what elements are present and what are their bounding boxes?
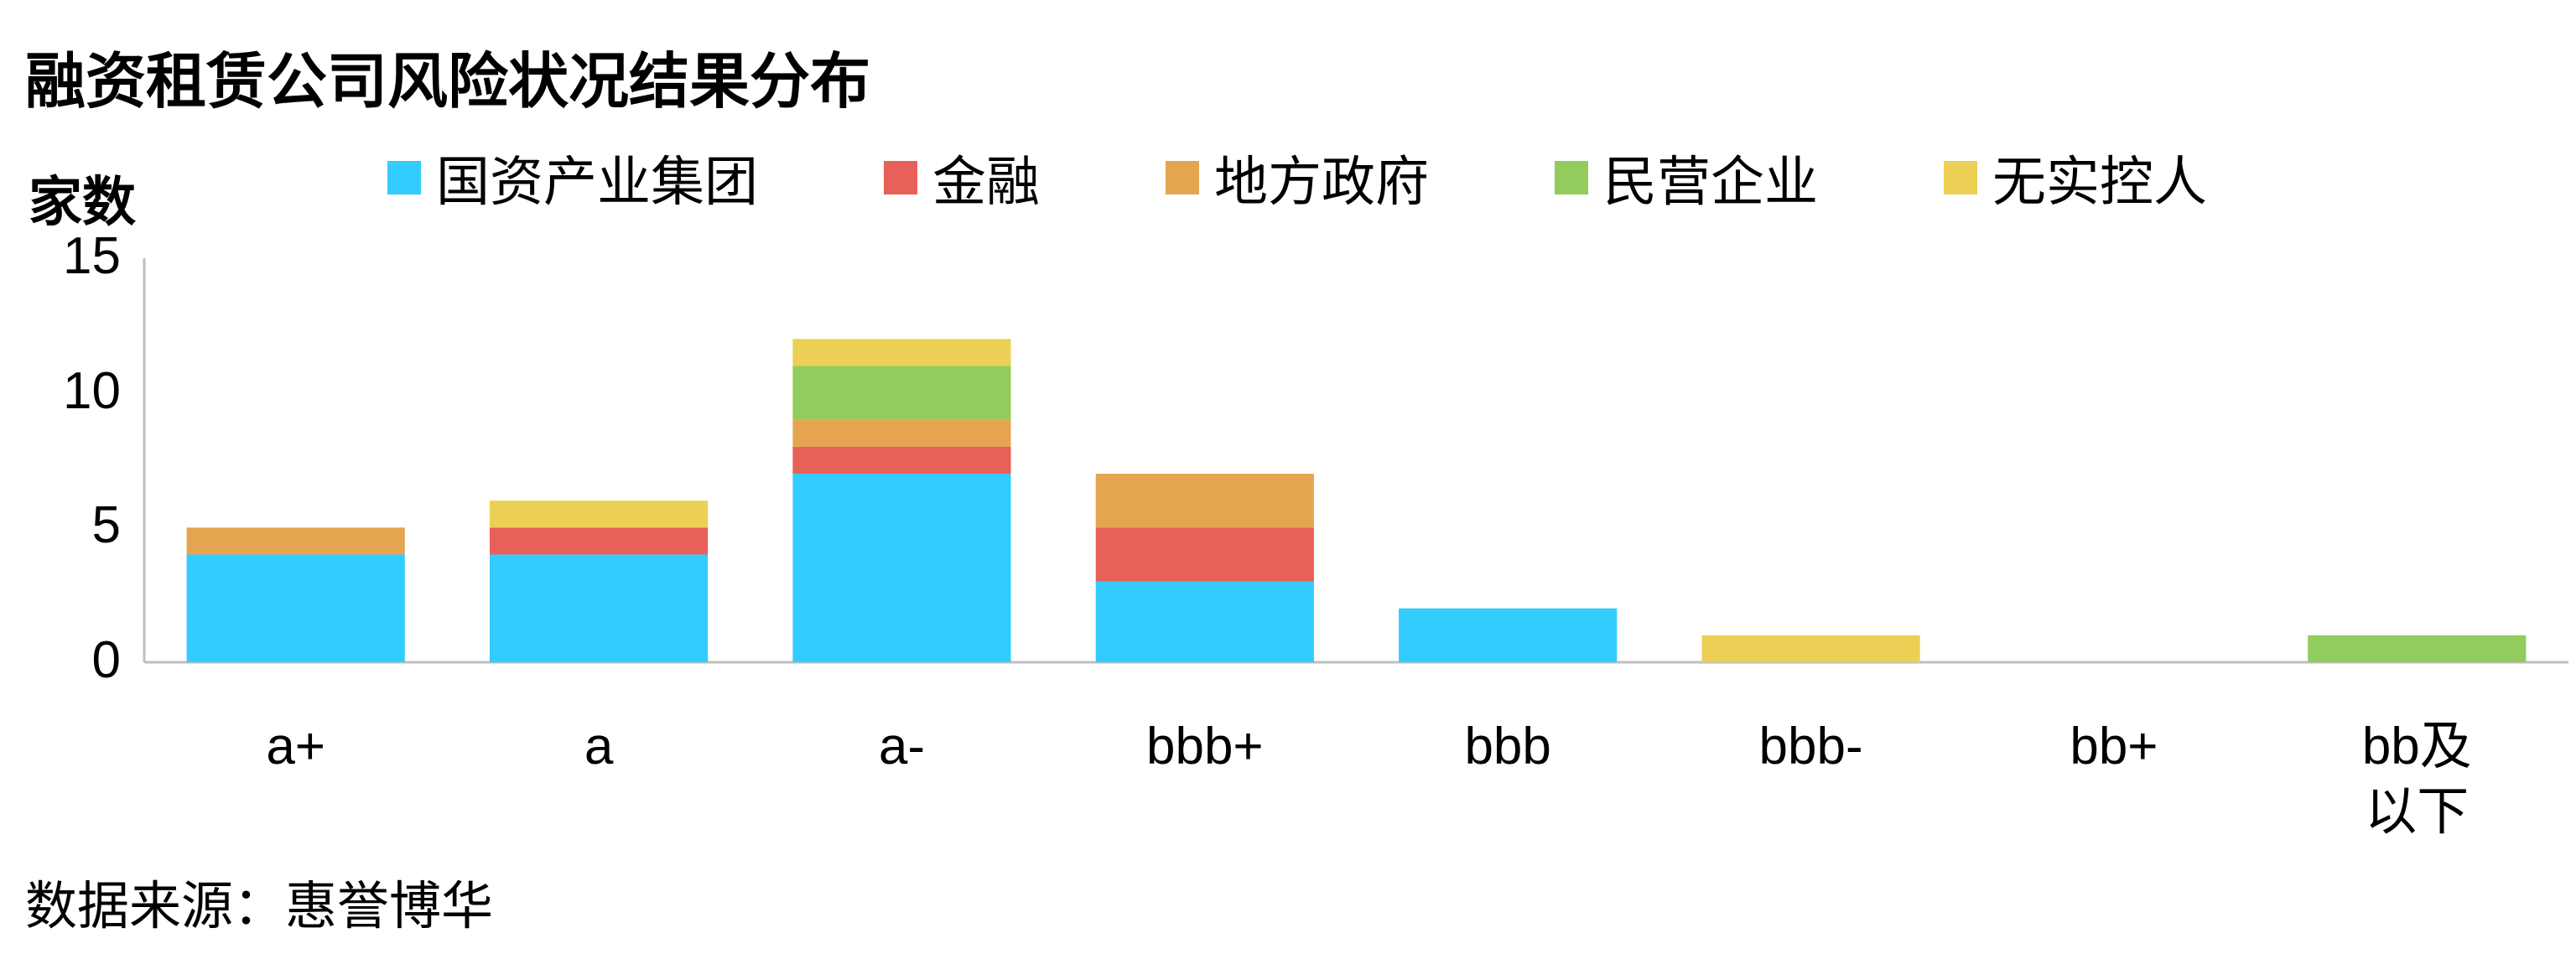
bar-segment [1095,474,1314,528]
x-tick-label: bbb [1464,718,1551,775]
chart-title: 融资租赁公司风险状况结果分布 [25,49,871,116]
bar-segment [1095,527,1314,582]
x-tick-label: bbb- [1758,718,1863,775]
bar-segment [186,554,405,662]
bar-segment [792,419,1011,447]
legend-swatch [1555,161,1588,194]
bar-segment [489,527,709,555]
legend: 国资产业集团 金融 地方政府 民营企业 无实控人 [387,139,2333,216]
y-tick-label: 0 [91,631,121,689]
source-note: 数据来源：惠誉博华 [25,878,494,936]
legend-item: 地方政府 [1166,139,1429,216]
x-tick-label: a- [878,718,925,775]
y-tick-label: 10 [63,361,121,420]
bar-segment [489,554,709,662]
legend-item: 国资产业集团 [387,139,758,216]
legend-swatch [884,161,917,194]
bar-segment [489,500,709,528]
x-tick-label: a [584,718,614,775]
bar-segment [792,339,1011,366]
bar-segment [1701,635,1920,662]
legend-item: 民营企业 [1555,139,1818,216]
y-tick-label: 5 [91,496,121,555]
legend-label: 金融 [932,152,1040,212]
legend-label: 地方政府 [1214,152,1429,212]
legend-swatch [1166,161,1199,194]
legend-label: 民营企业 [1603,152,1818,212]
bar-segment [186,527,405,555]
legend-item: 无实控人 [1944,139,2207,216]
legend-swatch [1944,161,1977,194]
bar-segment [792,446,1011,474]
bar-segment [792,366,1011,420]
bar-segment [792,474,1011,662]
legend-swatch [387,161,421,194]
bar-segment [2308,635,2527,662]
bar-segment [1095,581,1314,662]
legend-item: 金融 [884,139,1040,216]
legend-label: 国资产业集团 [436,152,758,212]
y-tick-label: 15 [63,227,121,285]
x-tick-label: bb+ [2070,718,2158,775]
x-tick-label: a+ [266,718,326,775]
x-tick-label: bbb+ [1145,718,1264,775]
legend-label: 无实控人 [1992,152,2207,212]
y-axis-label: 家数 [29,172,136,232]
x-tick-label: bb及以下 [2361,718,2472,841]
bar-segment [1399,608,1618,662]
